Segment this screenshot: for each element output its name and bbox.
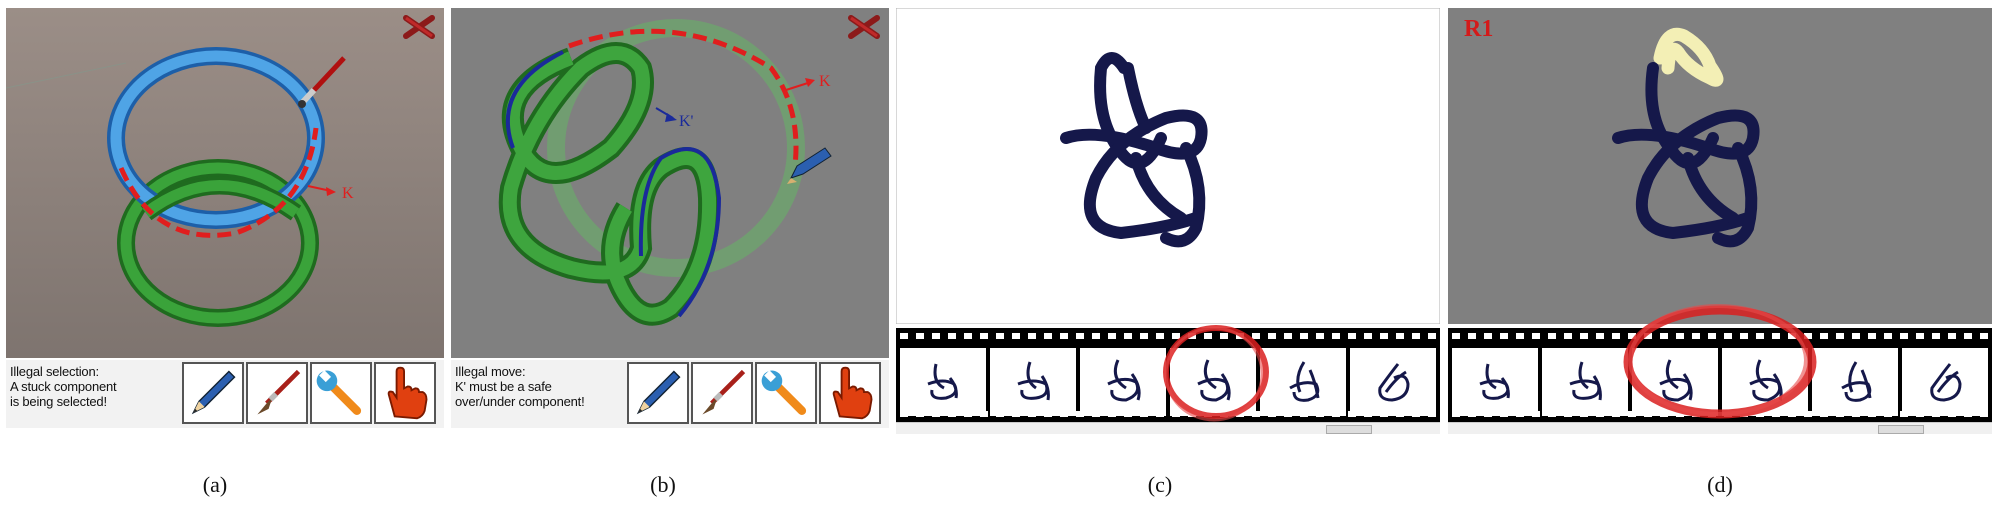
film-frame-6[interactable] bbox=[1350, 348, 1436, 416]
film-frame-5[interactable] bbox=[1812, 348, 1898, 416]
hand-pointer-icon bbox=[387, 366, 428, 420]
k-prime-path bbox=[505, 50, 722, 318]
wrench-tool-button[interactable] bbox=[755, 362, 817, 424]
brush-icon bbox=[702, 369, 746, 415]
selection-dash-k bbox=[118, 127, 319, 238]
caption-d: (d) bbox=[1707, 472, 1733, 497]
filmstrip-scrollbar[interactable] bbox=[896, 422, 1440, 434]
close-icon[interactable] bbox=[847, 12, 881, 42]
label-r1: R1 bbox=[1464, 16, 1494, 42]
label-k: K bbox=[819, 73, 831, 90]
knot-thumbnail-icon bbox=[1017, 361, 1050, 401]
viewport-c[interactable] bbox=[896, 8, 1440, 324]
knot-thumbnail-icon bbox=[1659, 359, 1693, 402]
pencil-cursor-icon bbox=[787, 147, 832, 184]
knot-drawing bbox=[1060, 52, 1208, 248]
viewport-b[interactable]: K' K bbox=[451, 8, 889, 358]
filmstrip[interactable] bbox=[1448, 304, 1992, 422]
scrollbar-thumb[interactable] bbox=[1878, 425, 1924, 434]
wrench-tool-button[interactable] bbox=[310, 362, 372, 424]
pencil-icon bbox=[636, 370, 681, 415]
panel-c bbox=[896, 8, 1440, 434]
wrench-icon bbox=[316, 370, 362, 415]
filmstrip-scrollbar[interactable] bbox=[1448, 422, 1992, 434]
knot-thumbnail-icon bbox=[1197, 359, 1231, 402]
brush-tool-button[interactable] bbox=[246, 362, 308, 424]
pencil-icon bbox=[191, 370, 236, 415]
viewport-d[interactable] bbox=[1448, 8, 1992, 324]
hand-tool-button[interactable] bbox=[374, 362, 436, 424]
knot-thumbnail-icon bbox=[1378, 363, 1410, 402]
brush-icon bbox=[257, 369, 301, 415]
panel-b: K' K Illegal move: K' must be a safe ove… bbox=[451, 8, 889, 428]
caption-b: (b) bbox=[650, 472, 676, 497]
caption-a: (a) bbox=[202, 472, 228, 497]
wrench-icon bbox=[761, 370, 807, 415]
scrollbar-thumb[interactable] bbox=[1326, 425, 1372, 434]
close-icon[interactable] bbox=[402, 12, 436, 42]
film-frame-3[interactable] bbox=[1080, 348, 1166, 416]
brush-tool-button[interactable] bbox=[691, 362, 753, 424]
caption-c: (c) bbox=[1147, 472, 1173, 497]
pencil-tool-button[interactable] bbox=[182, 362, 244, 424]
knot-thumbnail-icon bbox=[1569, 361, 1602, 401]
hand-pointer-icon bbox=[832, 366, 873, 420]
hand-tool-button[interactable] bbox=[819, 362, 881, 424]
filmstrip[interactable] bbox=[896, 325, 1440, 422]
film-frame-2[interactable] bbox=[1542, 348, 1628, 416]
label-k: K bbox=[342, 185, 354, 202]
film-frame-2[interactable] bbox=[990, 348, 1076, 416]
selection-dash-k bbox=[568, 28, 799, 167]
frame-highlight-circle bbox=[1623, 304, 1817, 419]
film-frame-1[interactable] bbox=[900, 348, 986, 416]
knot-thumbnail-icon bbox=[1930, 363, 1962, 402]
toolbar-a: Illegal selection: A stuck component is … bbox=[6, 360, 444, 428]
film-frame-6[interactable] bbox=[1902, 348, 1988, 416]
film-frame-1[interactable] bbox=[1452, 348, 1538, 416]
panel-a: K Illegal selection: A stuck component i… bbox=[6, 8, 444, 428]
knot-thumbnail-icon bbox=[1841, 361, 1872, 402]
status-message: Illegal selection: A stuck component is … bbox=[10, 364, 117, 409]
knot-thumbnail-icon bbox=[927, 363, 958, 400]
r1-loop bbox=[1653, 27, 1724, 87]
panel-d: R1 bbox=[1448, 8, 1992, 434]
viewport-a[interactable]: K bbox=[6, 8, 444, 358]
knot-thumbnail-icon bbox=[1289, 361, 1320, 402]
frame-highlight-circle bbox=[1163, 325, 1269, 422]
film-frame-5[interactable] bbox=[1260, 348, 1346, 416]
status-message: Illegal move: K' must be a safe over/und… bbox=[455, 364, 585, 409]
pencil-tool-button[interactable] bbox=[627, 362, 689, 424]
knot-thumbnail-icon bbox=[1107, 359, 1141, 402]
toolbar-b: Illegal move: K' must be a safe over/und… bbox=[451, 360, 889, 428]
brush-cursor-icon bbox=[298, 56, 346, 108]
label-k-prime: K' bbox=[679, 113, 694, 130]
knot-thumbnail-icon bbox=[1479, 363, 1510, 400]
knot-drawing bbox=[1612, 62, 1760, 248]
